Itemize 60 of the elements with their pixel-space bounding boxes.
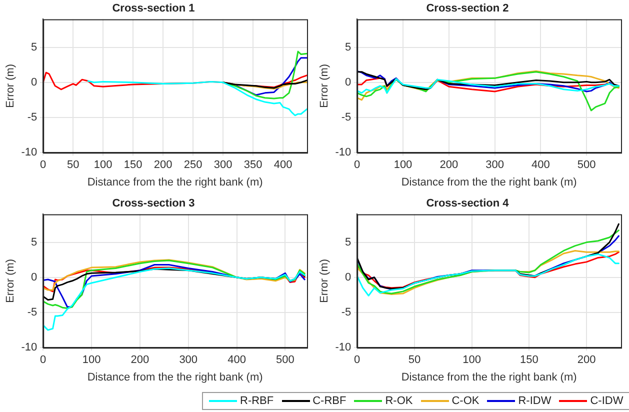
- y-tick-label: -5: [341, 112, 352, 124]
- x-tick-label: 300: [486, 159, 504, 172]
- x-tick-label: 300: [179, 354, 198, 366]
- y-tick-label: 0: [30, 76, 38, 88]
- x-tick-label: 200: [154, 159, 172, 172]
- y-tick-label: 5: [30, 236, 38, 248]
- x-tick-label: 500: [276, 354, 294, 366]
- chart-title: Cross-section 3: [112, 198, 195, 210]
- y-tick-label: -10: [335, 342, 352, 354]
- y-axis-title: Error (m): [318, 64, 331, 108]
- x-tick-label: 100: [462, 354, 482, 366]
- x-tick-label: 50: [408, 354, 421, 366]
- y-tick-label: 5: [30, 41, 38, 54]
- x-tick-label: 250: [184, 159, 202, 172]
- x-tick-label: 200: [440, 159, 458, 172]
- legend-label: C-RBF: [312, 395, 346, 407]
- y-tick-label: 5: [344, 41, 352, 54]
- y-tick-label: -10: [21, 342, 38, 354]
- legend-label: R-IDW: [518, 395, 552, 407]
- x-tick-label: 200: [577, 354, 596, 366]
- y-tick-label: -10: [21, 146, 38, 159]
- x-tick-label: 0: [354, 354, 360, 366]
- x-axis-title: Distance from the the right bank (m): [401, 176, 577, 188]
- x-tick-label: 150: [520, 354, 538, 366]
- x-tick-label: 100: [94, 159, 112, 172]
- x-tick-label: 0: [40, 354, 46, 366]
- x-axis-title: Distance from the the right bank (m): [401, 371, 577, 384]
- x-tick-label: 150: [124, 159, 142, 172]
- legend-label: C-OK: [452, 395, 480, 407]
- y-tick-label: 5: [344, 236, 352, 248]
- x-tick-label: 0: [354, 159, 360, 172]
- x-axis-title: Distance from the the right bank (m): [87, 371, 263, 384]
- y-axis-title: Error (m): [4, 258, 17, 303]
- x-tick-label: 50: [66, 159, 80, 172]
- x-tick-label: 350: [244, 159, 262, 172]
- x-tick-label: 400: [274, 159, 292, 172]
- legend-label: C-IDW: [590, 395, 624, 407]
- x-tick-label: 0: [40, 159, 46, 172]
- x-tick-label: 100: [394, 159, 412, 172]
- y-tick-label: -5: [27, 306, 38, 319]
- chart-title: Cross-section 2: [426, 2, 509, 15]
- legend-label: R-RBF: [240, 395, 274, 407]
- x-tick-label: 300: [214, 159, 232, 172]
- y-tick-label: -5: [27, 112, 38, 124]
- legend-label: R-OK: [385, 395, 413, 407]
- x-tick-label: 500: [577, 159, 596, 172]
- x-axis-title: Distance from the the right bank (m): [87, 176, 263, 188]
- x-tick-label: 400: [532, 159, 550, 172]
- y-tick-label: 0: [344, 76, 352, 88]
- chart-title: Cross-section 4: [426, 198, 510, 210]
- x-tick-label: 100: [82, 354, 101, 366]
- x-tick-label: 200: [130, 354, 150, 366]
- y-tick-label: 0: [344, 271, 352, 284]
- y-tick-label: -10: [335, 146, 352, 159]
- x-tick-label: 400: [228, 354, 246, 366]
- y-axis-title: Error (m): [318, 258, 331, 303]
- y-tick-label: 0: [30, 271, 38, 284]
- chart-title: Cross-section 1: [112, 2, 195, 15]
- y-axis-title: Error (m): [4, 64, 17, 108]
- y-tick-label: -5: [341, 306, 352, 319]
